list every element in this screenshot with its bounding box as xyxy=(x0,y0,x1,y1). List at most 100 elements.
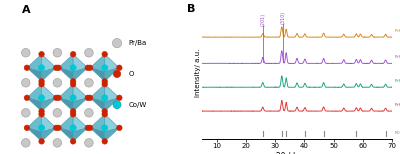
Circle shape xyxy=(24,95,30,101)
Circle shape xyxy=(102,95,108,101)
Circle shape xyxy=(39,81,44,87)
Polygon shape xyxy=(73,54,88,72)
Polygon shape xyxy=(27,68,42,81)
Polygon shape xyxy=(42,68,56,81)
Circle shape xyxy=(56,125,61,131)
Text: (310): (310) xyxy=(281,11,286,24)
Circle shape xyxy=(116,125,122,131)
Polygon shape xyxy=(58,114,73,132)
Polygon shape xyxy=(27,128,42,141)
Circle shape xyxy=(38,125,45,131)
Polygon shape xyxy=(27,98,42,111)
Text: PrBaCo$_{0.95}$W$_{0.05}$: PrBaCo$_{0.95}$W$_{0.05}$ xyxy=(394,101,400,109)
Circle shape xyxy=(39,111,44,117)
Circle shape xyxy=(39,51,44,57)
Polygon shape xyxy=(27,54,42,72)
Circle shape xyxy=(87,65,93,71)
Circle shape xyxy=(112,38,122,48)
Circle shape xyxy=(38,95,45,101)
Polygon shape xyxy=(73,128,88,141)
Circle shape xyxy=(54,125,59,131)
Circle shape xyxy=(70,95,76,101)
Polygon shape xyxy=(90,128,105,141)
Polygon shape xyxy=(58,84,73,102)
Circle shape xyxy=(53,139,62,147)
Circle shape xyxy=(85,139,93,147)
Polygon shape xyxy=(105,128,119,141)
X-axis label: 2θ /degree: 2θ /degree xyxy=(276,152,318,154)
Circle shape xyxy=(53,108,62,117)
Text: (201): (201) xyxy=(260,13,265,26)
Circle shape xyxy=(22,48,30,57)
Circle shape xyxy=(70,125,76,131)
Circle shape xyxy=(39,109,44,114)
Polygon shape xyxy=(90,114,105,132)
Circle shape xyxy=(102,51,108,57)
Polygon shape xyxy=(42,98,56,111)
Circle shape xyxy=(39,139,44,144)
Text: PrBaCo$_{0.1}$W$_{0.1}$: PrBaCo$_{0.1}$W$_{0.1}$ xyxy=(394,28,400,35)
Circle shape xyxy=(70,81,76,87)
Polygon shape xyxy=(58,54,73,72)
Circle shape xyxy=(70,139,76,144)
Circle shape xyxy=(56,95,61,101)
Circle shape xyxy=(116,95,122,101)
Polygon shape xyxy=(27,114,42,132)
Polygon shape xyxy=(90,84,105,102)
Circle shape xyxy=(87,95,93,101)
Circle shape xyxy=(102,81,108,87)
Circle shape xyxy=(24,65,30,71)
Circle shape xyxy=(113,101,121,109)
Circle shape xyxy=(38,65,45,71)
Y-axis label: Intensity/ a.u.: Intensity/ a.u. xyxy=(195,48,201,97)
Text: O: O xyxy=(128,71,134,77)
Circle shape xyxy=(70,111,76,117)
Circle shape xyxy=(85,108,93,117)
Circle shape xyxy=(85,65,90,71)
Circle shape xyxy=(56,65,61,71)
Circle shape xyxy=(85,48,93,57)
Text: Co/W: Co/W xyxy=(128,102,147,108)
Polygon shape xyxy=(58,128,73,141)
Circle shape xyxy=(102,139,108,144)
Circle shape xyxy=(22,78,30,87)
Circle shape xyxy=(116,65,122,71)
Circle shape xyxy=(22,139,30,147)
Polygon shape xyxy=(42,84,56,102)
Circle shape xyxy=(70,65,76,71)
Circle shape xyxy=(102,79,108,84)
Polygon shape xyxy=(73,84,88,102)
Circle shape xyxy=(87,125,93,131)
Polygon shape xyxy=(105,68,119,81)
Text: B: B xyxy=(187,4,195,14)
Polygon shape xyxy=(105,98,119,111)
Circle shape xyxy=(53,48,62,57)
Circle shape xyxy=(70,51,76,57)
Circle shape xyxy=(70,109,76,114)
Polygon shape xyxy=(90,54,105,72)
Circle shape xyxy=(102,109,108,114)
Circle shape xyxy=(85,78,93,87)
Polygon shape xyxy=(73,98,88,111)
Polygon shape xyxy=(105,54,119,72)
Circle shape xyxy=(39,79,44,84)
Circle shape xyxy=(53,78,62,87)
Polygon shape xyxy=(90,98,105,111)
Polygon shape xyxy=(73,114,88,132)
Circle shape xyxy=(24,125,30,131)
Polygon shape xyxy=(58,98,73,111)
Polygon shape xyxy=(73,68,88,81)
Circle shape xyxy=(102,125,108,131)
Polygon shape xyxy=(90,68,105,81)
Circle shape xyxy=(54,65,59,71)
Circle shape xyxy=(70,79,76,84)
Text: A: A xyxy=(22,5,30,15)
Polygon shape xyxy=(27,84,42,102)
Circle shape xyxy=(102,111,108,117)
Text: Pr/Ba: Pr/Ba xyxy=(128,40,147,46)
Circle shape xyxy=(54,95,59,101)
Polygon shape xyxy=(105,84,119,102)
Polygon shape xyxy=(58,68,73,81)
Circle shape xyxy=(85,95,90,101)
Polygon shape xyxy=(42,128,56,141)
